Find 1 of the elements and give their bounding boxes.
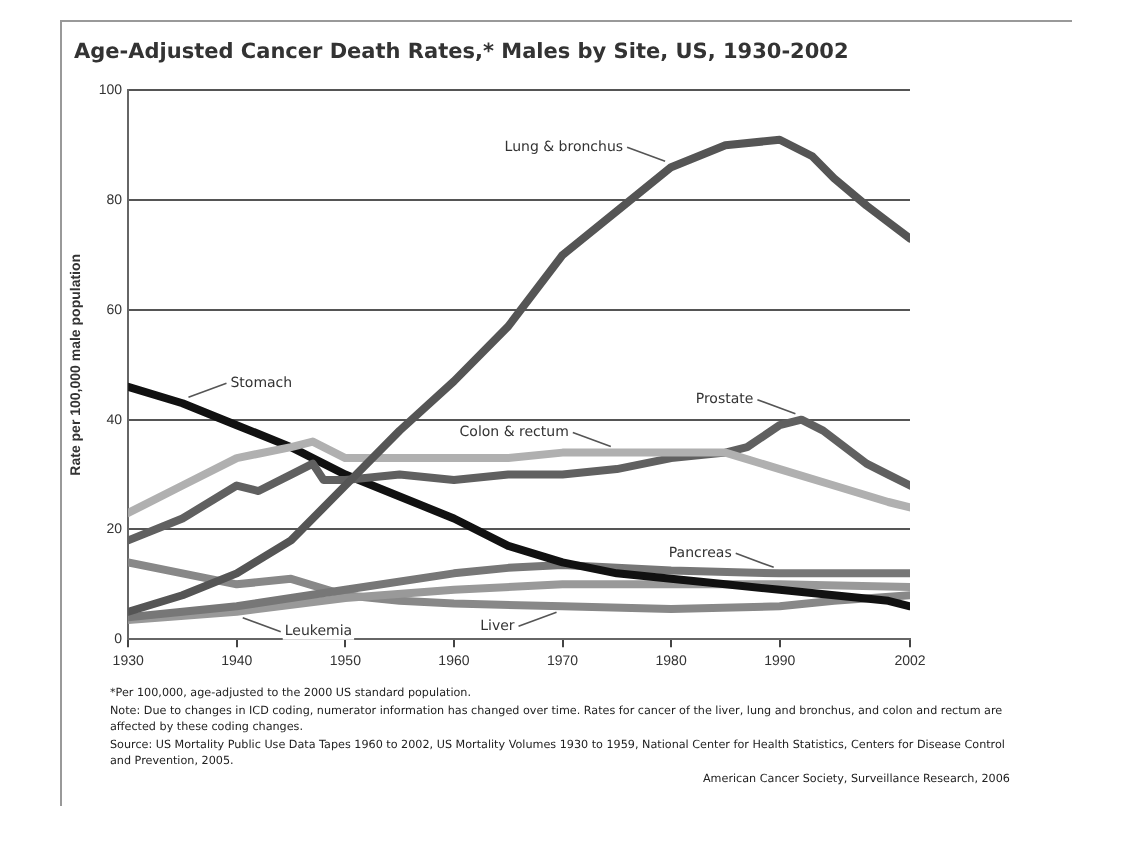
chart-title: Age-Adjusted Cancer Death Rates,* Males by Site, US, 1930-2002: [74, 40, 849, 64]
